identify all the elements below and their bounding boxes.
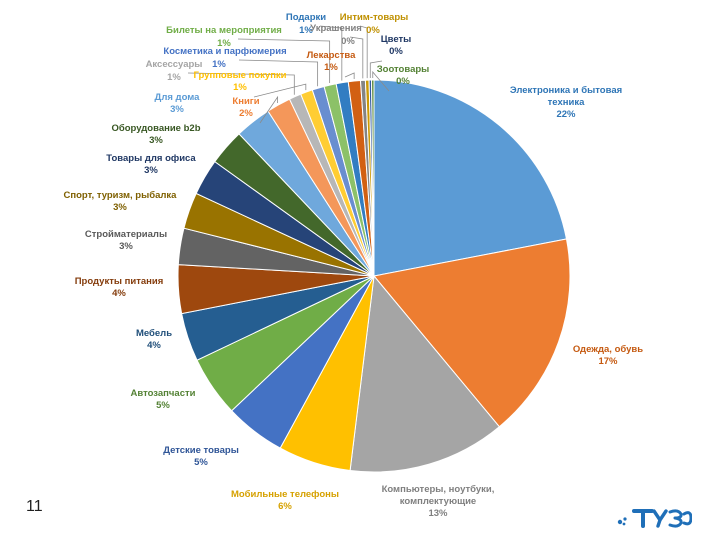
slice-value-label: 3% [170,104,184,115]
slice-label: Лекарства [307,50,356,61]
leader-line [259,95,279,124]
slice-label: Зоотовары [377,64,430,75]
slice-label: Украшения [310,23,362,34]
slice-label: Мебель [136,328,172,339]
slice-value-label: 3% [144,165,158,176]
slice-label: Групповые покупки [193,70,286,81]
slice-label: Мобильные телефоны [231,489,339,500]
slice-value-label: 1% [299,25,313,36]
pie-slice [371,79,375,277]
slice-value-label: 5% [156,400,170,411]
leader-line [319,25,343,81]
pie-slice [373,79,568,277]
slice-value-label: 3% [113,202,127,213]
leader-line [369,60,383,79]
slice-label: Интим-товары [340,12,409,23]
slice-value-label: 6% [278,501,292,512]
slice-value-label: 0% [366,25,380,36]
slide-number: 11 [26,498,43,515]
slice-label: Спорт, туризм, рыбалка [64,190,178,201]
slice-label: Продукты питания [75,276,164,287]
slice-label: Электроника и бытовая техника [510,85,622,108]
slice-label: Товары для офиса [106,153,196,164]
slice-label: Билеты на мероприятия [166,25,282,36]
leader-line [237,38,331,84]
pie-slice [349,274,501,473]
slice-label: Одежда, обувь [573,344,643,355]
slice-label: Косметика и парфюмерия [163,46,286,57]
slice-label: Автозапчасти [131,388,196,399]
slice-value-label: 13% [428,508,448,519]
slice-value-label: 4% [147,340,161,351]
slice-value-label: 0% [396,76,410,87]
slice-value-label: 1% [167,72,181,83]
slice-label: Подарки [286,12,326,23]
slice-value-label: 0% [389,46,403,57]
slice-label: Книги [232,96,259,107]
slice-label: Компьютеры, ноутбуки, комплектующие [382,484,495,507]
company-logo [617,509,692,528]
pie-slice [373,238,571,428]
slice-value-label: 1% [233,82,247,93]
slice-value-label: 3% [119,241,133,252]
slice-label: Стройматериалы [85,229,167,240]
slice-label: Аксессуары [146,59,203,70]
slice-value-label: 2% [239,108,253,119]
pie-slices [177,79,571,473]
leader-lines [187,25,390,124]
leader-line [238,59,319,87]
slice-value-label: 1% [212,59,226,70]
leader-line [349,36,364,79]
slice-value-label: 5% [194,457,208,468]
slice-value-label: 17% [598,356,618,367]
slice-value-label: 4% [112,288,126,299]
leader-line [344,72,355,79]
slice-label: Детские товары [163,445,239,456]
slice-value-label: 1% [217,38,231,49]
leader-line [187,72,295,95]
slice-value-label: 1% [324,62,338,73]
leader-line [372,70,390,92]
slice-label: Для дома [155,92,201,103]
logo-mark-icon [617,517,627,526]
slice-label: Оборудование b2b [111,123,200,134]
leader-line [359,25,368,79]
slice-value-label: 22% [556,109,576,120]
leader-line [253,83,307,98]
slice-value-label: 0% [341,36,355,47]
slice-value-label: 3% [149,135,163,146]
slice-label: Цветы [381,34,412,45]
